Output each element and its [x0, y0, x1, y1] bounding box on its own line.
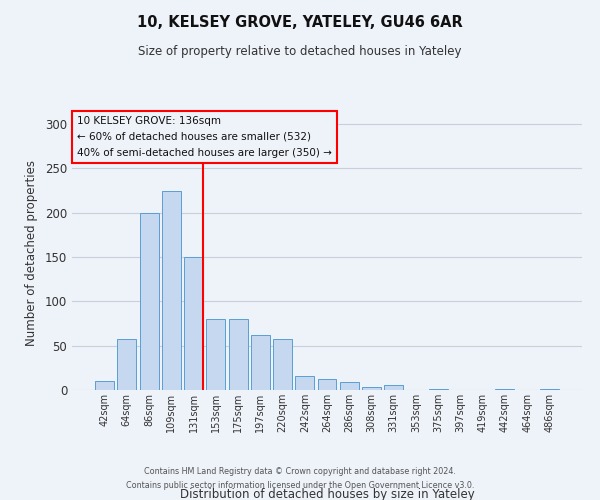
Bar — [540, 389, 559, 390]
Bar — [229, 319, 248, 390]
Text: Size of property relative to detached houses in Yateley: Size of property relative to detached ho… — [138, 45, 462, 58]
Bar — [162, 192, 181, 390]
X-axis label: Distribution of detached houses by size in Yateley: Distribution of detached houses by size … — [179, 488, 475, 500]
Bar — [140, 214, 158, 390]
Bar — [95, 381, 114, 390]
Bar — [340, 382, 359, 390]
Bar — [362, 388, 381, 390]
Bar — [118, 338, 136, 390]
Bar — [251, 335, 270, 390]
Text: 10, KELSEY GROVE, YATELEY, GU46 6AR: 10, KELSEY GROVE, YATELEY, GU46 6AR — [137, 15, 463, 30]
Text: Contains public sector information licensed under the Open Government Licence v3: Contains public sector information licen… — [126, 481, 474, 490]
Bar — [429, 389, 448, 390]
Text: Contains HM Land Registry data © Crown copyright and database right 2024.: Contains HM Land Registry data © Crown c… — [144, 467, 456, 476]
Bar — [317, 380, 337, 390]
Bar — [273, 338, 292, 390]
Bar — [206, 319, 225, 390]
Bar — [384, 384, 403, 390]
Bar — [295, 376, 314, 390]
Text: 10 KELSEY GROVE: 136sqm
← 60% of detached houses are smaller (532)
40% of semi-d: 10 KELSEY GROVE: 136sqm ← 60% of detache… — [77, 116, 332, 158]
Y-axis label: Number of detached properties: Number of detached properties — [25, 160, 38, 346]
Bar — [184, 257, 203, 390]
Bar — [496, 389, 514, 390]
